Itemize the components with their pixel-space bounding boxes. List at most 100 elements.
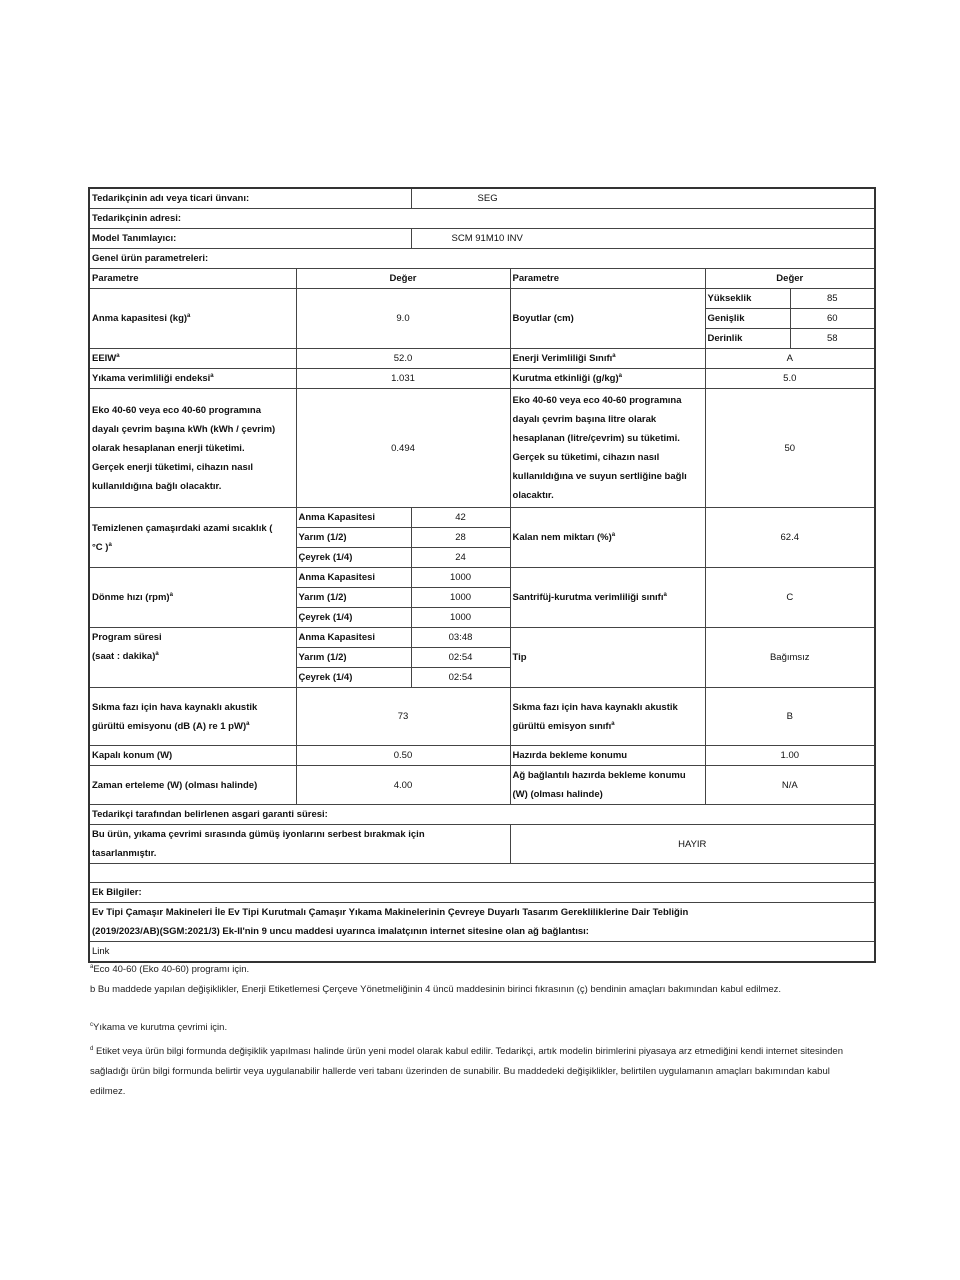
text: Enerji Verimliliği Sınıfı — [512, 353, 613, 364]
spin-half-row: Yarım (1/2) 1000 — [89, 587, 875, 608]
delay-value: 4.00 — [295, 765, 511, 805]
width-label: Genişlik — [704, 308, 791, 329]
width-value: 60 — [789, 308, 876, 329]
warranty-row: Tedarikçi tarafından belirlenen asgari g… — [88, 804, 876, 825]
duration-row: Program süresi (saat : dakika)a Anma Kapa… — [88, 627, 876, 688]
warranty-label: Tedarikçi tarafından belirlenen asgari g… — [88, 804, 876, 825]
line: Eko 40-60 veya eco 40-60 programına — [512, 395, 682, 406]
silver-value: HAYIR — [509, 824, 876, 864]
spin-label: Dönme hızı (rpm)a — [88, 567, 297, 628]
sup: a — [611, 720, 615, 727]
eeiw-row: EEIWa 52.0 Enerji Verimliliği Sınıfıa A — [88, 348, 876, 369]
spin-full-label: Anma Kapasitesi — [295, 567, 412, 588]
height-value: 85 — [789, 288, 876, 309]
sup: a — [90, 963, 94, 970]
text: EEIW — [92, 353, 117, 364]
temp-quarter-label: Çeyrek (1/4) — [295, 547, 412, 568]
footnote-b: b Bu maddede yapılan değişiklikler, Ener… — [90, 984, 782, 995]
supplier-name: SEG — [410, 187, 876, 209]
label: Model Tanımlayıcı: — [88, 228, 412, 249]
line: olarak hesaplanan enerji tüketimi. — [92, 442, 245, 454]
off-mode-value: 0.50 — [295, 745, 511, 766]
depth-row: Derinlik 58 — [89, 328, 876, 349]
type-label: Tip — [509, 627, 706, 688]
noise-class-label: Sıkma fazı için hava kaynaklı akustik gür… — [509, 687, 706, 746]
noise-value: 73 — [295, 687, 511, 746]
line: kullanıldığına ve suyun sertliğine bağlı — [512, 471, 687, 482]
temp-half-label: Yarım (1/2) — [295, 527, 412, 548]
energy-class-label: Enerji Verimliliği Sınıfıa — [509, 348, 706, 369]
line: Ağ bağlantılı hazırda bekleme konumu — [512, 770, 686, 781]
spin-half-label: Yarım (1/2) — [295, 587, 412, 608]
wash-index-value: 1.031 — [295, 368, 511, 389]
header-value: Değer — [295, 268, 511, 289]
line: Eko 40-60 veya eco 40-60 programına — [92, 404, 261, 416]
temp-full-value: 42 — [410, 507, 511, 528]
sup: a — [618, 372, 622, 379]
sup: a — [108, 541, 112, 548]
duration-label: Program süresi (saat : dakika)a — [88, 627, 297, 688]
energy-consumption-label: Eko 40-60 veya eco 40-60 programına dayal… — [88, 388, 297, 508]
empty-row — [88, 863, 876, 883]
energy-class-value: A — [704, 348, 876, 369]
line: kullanıldığına bağlı olacaktır. — [92, 480, 222, 492]
noise-class-value: B — [704, 687, 876, 746]
line: dayalı çevrim başına litre olarak — [512, 414, 657, 425]
line: Sıkma fazı için hava kaynaklı akustik — [512, 701, 678, 713]
temperature-row: Temizlenen çamaşırdaki azami sıcaklık (°… — [88, 507, 876, 568]
energy-consumption-value: 0.494 — [295, 388, 511, 508]
text: Anma kapasitesi (kg) — [92, 313, 188, 324]
sup: d — [90, 1045, 94, 1052]
line: (2019/2023/AB)(SGM:2021/3) Ek-II'nin 9 u… — [92, 926, 589, 937]
line: Sıkma fazı için hava kaynaklı akustik — [92, 701, 258, 713]
spin-half-value: 1000 — [410, 587, 511, 608]
sup: a — [210, 372, 214, 379]
depth-label: Derinlik — [704, 328, 791, 349]
sup: a — [246, 720, 250, 727]
sup: a — [116, 352, 120, 359]
noise-label: Sıkma fazı için hava kaynaklı akustik gür… — [88, 687, 297, 746]
header-param-2: Parametre — [509, 268, 706, 289]
wash-index-row: Yıkama verimliliği endeksia 1.031 Kurutm… — [88, 368, 876, 389]
spin-class-label: Santrifüj-kurutma verimliliği sınıfıa — [509, 567, 706, 628]
spin-quarter-row: Çeyrek (1/4) 1000 — [89, 607, 875, 628]
sup: a — [155, 650, 159, 657]
line: tasarlanmıştır. — [92, 848, 157, 859]
general-row: Genel ürün parametreleri: — [88, 248, 876, 269]
capacity-row: Anma kapasitesi (kg)a 9.0 Boyutlar (cm) … — [88, 288, 876, 349]
product-info-table: Tedarikçinin adı veya ticari ünvanı: SEG … — [88, 187, 877, 963]
duration-full-value: 03:48 — [410, 627, 511, 648]
temperature-label: Temizlenen çamaşırdaki azami sıcaklık (°… — [88, 507, 297, 568]
model-row: Model Tanımlayıcı: SCM 91M10 INV — [88, 228, 876, 249]
text: Yıkama verimliliği endeksi — [92, 373, 211, 384]
sup: a — [611, 531, 616, 538]
supplier-address-row: Tedarikçinin adresi: — [88, 208, 876, 229]
off-mode-row: Kapalı konum (W) 0.50 Hazırda bekleme ko… — [88, 745, 876, 766]
regulation-text: Ev Tipi Çamaşır Makineleri İle Ev Tipi K… — [88, 902, 876, 942]
empty-cell — [88, 863, 876, 883]
header-row: Parametre Değer Parametre Değer — [88, 268, 876, 289]
depth-value: 58 — [789, 328, 876, 349]
duration-half-label: Yarım (1/2) — [295, 647, 412, 668]
duration-half-value: 02:54 — [410, 647, 511, 668]
sup: a — [663, 591, 667, 598]
extra-row: Ek Bilgiler: — [88, 882, 876, 903]
duration-quarter-value: 02:54 — [410, 667, 511, 688]
sup: a — [187, 312, 191, 319]
temp-quarter-value: 24 — [410, 547, 511, 568]
regulation-row: Ev Tipi Çamaşır Makineleri İle Ev Tipi K… — [88, 902, 876, 942]
standby-label: Hazırda bekleme konumu — [509, 745, 706, 766]
text: Yıkama ve kurutma çevrimi için. — [93, 1022, 228, 1033]
extra-label: Ek Bilgiler: — [88, 882, 876, 903]
spin-quarter-label: Çeyrek (1/4) — [295, 607, 412, 628]
text: Kurutma etkinliği (g/kg) — [512, 373, 619, 384]
silver-row: Bu ürün, yıkama çevrimi sırasında gümüş … — [88, 824, 876, 864]
moisture-label: Kalan nem miktarı (%)a — [509, 507, 706, 568]
text: Eco 40-60 (Eko 40-60) programı için. — [93, 964, 250, 975]
text: Etiket veya ürün bilgi formunda değişikl… — [90, 1046, 843, 1097]
spin-full-value: 1000 — [410, 567, 511, 588]
wash-index-label: Yıkama verimliliği endeksia — [88, 368, 297, 389]
line: Program süresi — [92, 632, 162, 643]
link[interactable]: Link — [88, 941, 876, 963]
link-row: Link — [88, 941, 876, 963]
